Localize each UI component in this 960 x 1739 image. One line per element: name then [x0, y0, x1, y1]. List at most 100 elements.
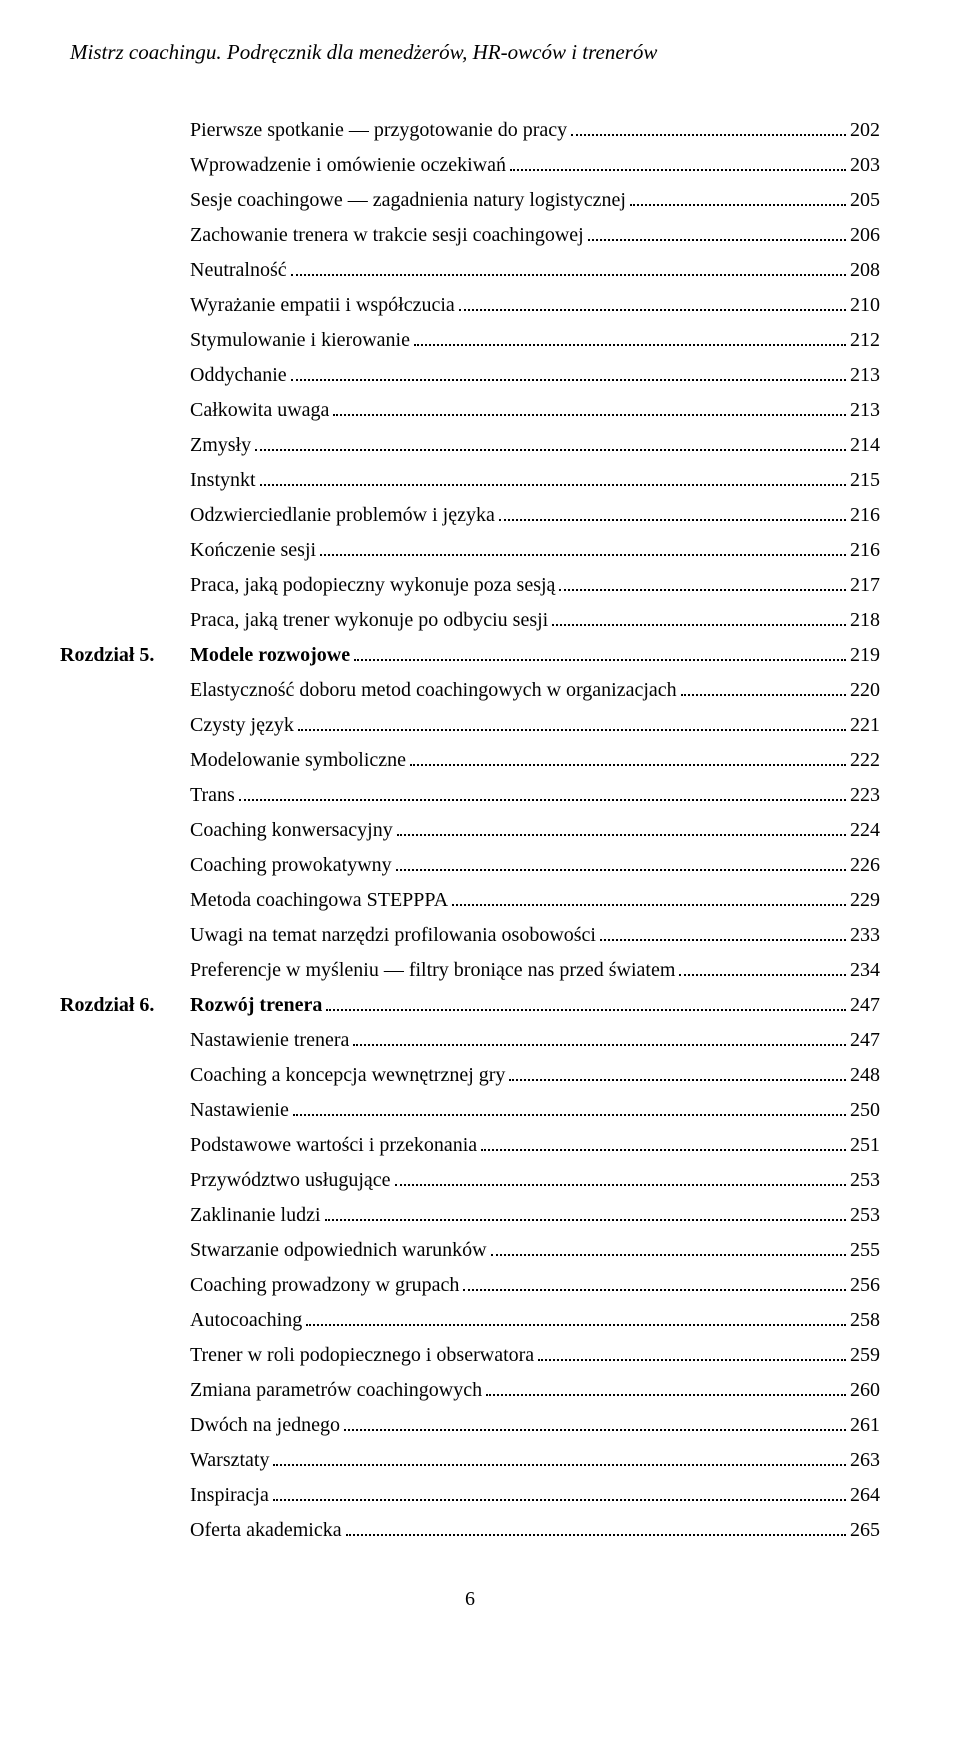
toc-entry-text: Trener w roli podopiecznego i obserwator…: [190, 1338, 534, 1373]
toc-item-row: Preferencje w myśleniu — filtry broniące…: [190, 953, 880, 988]
toc-entry-text: Coaching prowadzony w grupach: [190, 1268, 459, 1303]
toc-item-row: Odzwierciedlanie problemów i języka216: [190, 498, 880, 533]
toc-entry-page: 219: [850, 638, 880, 673]
toc-entry-text: Rozwój trenera: [190, 988, 322, 1023]
toc-chapter-row: Rozdział 6.Rozwój trenera247: [60, 988, 880, 1023]
toc-item-row: Kończenie sesji 216: [190, 533, 880, 568]
toc-entry-page: 214: [850, 428, 880, 463]
toc-item-row: Podstawowe wartości i przekonania251: [190, 1128, 880, 1163]
dot-leader: [293, 1114, 846, 1116]
toc-item-row: Wyrażanie empatii i współczucia210: [190, 288, 880, 323]
toc-entry-text: Nastawienie trenera: [190, 1023, 349, 1058]
toc-entry-page: 226: [850, 848, 880, 883]
toc-item-row: Instynkt215: [190, 463, 880, 498]
toc-item-row: Elastyczność doboru metod coachingowych …: [190, 673, 880, 708]
toc-entry-text: Podstawowe wartości i przekonania: [190, 1128, 477, 1163]
toc-entry-text: Całkowita uwaga: [190, 393, 329, 428]
toc-entry-page: 216: [850, 533, 880, 568]
toc-item-row: Pierwsze spotkanie — przygotowanie do pr…: [190, 113, 880, 148]
toc-entry-page: 229: [850, 883, 880, 918]
dot-leader: [239, 799, 846, 801]
chapter-label: Rozdział 6.: [60, 988, 190, 1023]
toc-entry-page: 250: [850, 1093, 880, 1128]
dot-leader: [414, 344, 846, 346]
dot-leader: [273, 1464, 846, 1466]
toc-item-row: Wprowadzenie i omówienie oczekiwań203: [190, 148, 880, 183]
toc-entry-text: Stymulowanie i kierowanie: [190, 323, 410, 358]
chapter-label: Rozdział 5.: [60, 638, 190, 673]
toc-entry-text: Oddychanie: [190, 358, 287, 393]
toc-entry-page: 220: [850, 673, 880, 708]
toc-entry-text: Czysty język: [190, 708, 294, 743]
toc-entry-page: 258: [850, 1303, 880, 1338]
toc-item-row: Zmiana parametrów coachingowych 260: [190, 1373, 880, 1408]
toc-entry-page: 213: [850, 358, 880, 393]
toc-entry-page: 206: [850, 218, 880, 253]
toc-entry-page: 253: [850, 1198, 880, 1233]
toc-entry-text: Metoda coachingowa STEPPPA: [190, 883, 448, 918]
dot-leader: [320, 554, 846, 556]
toc-entry-page: 221: [850, 708, 880, 743]
toc-entry-text: Praca, jaką podopieczny wykonuje poza se…: [190, 568, 555, 603]
toc-entry-page: 208: [850, 253, 880, 288]
toc-entry-page: 265: [850, 1513, 880, 1548]
dot-leader: [588, 239, 846, 241]
toc-entry-page: 218: [850, 603, 880, 638]
toc-entry-page: 210: [850, 288, 880, 323]
toc-entry-text: Kończenie sesji: [190, 533, 316, 568]
dot-leader: [298, 729, 846, 731]
dot-leader: [291, 379, 846, 381]
toc-entry-text: Nastawienie: [190, 1093, 289, 1128]
toc-entry-text: Zachowanie trenera w trakcie sesji coach…: [190, 218, 584, 253]
toc-item-row: Praca, jaką podopieczny wykonuje poza se…: [190, 568, 880, 603]
toc-item-row: Coaching prowadzony w grupach256: [190, 1268, 880, 1303]
dot-leader: [333, 414, 846, 416]
toc-item-row: Stwarzanie odpowiednich warunków255: [190, 1233, 880, 1268]
page-number: 6: [60, 1588, 880, 1611]
dot-leader: [459, 309, 846, 311]
dot-leader: [346, 1534, 846, 1536]
toc-entry-text: Sesje coachingowe — zagadnienia natury l…: [190, 183, 626, 218]
toc-entry-page: 217: [850, 568, 880, 603]
dot-leader: [481, 1149, 846, 1151]
toc-entry-page: 248: [850, 1058, 880, 1093]
toc-entry-page: 213: [850, 393, 880, 428]
toc-entry-text: Preferencje w myśleniu — filtry broniące…: [190, 953, 675, 988]
toc-item-row: Trans223: [190, 778, 880, 813]
dot-leader: [681, 694, 846, 696]
dot-leader: [509, 1079, 846, 1081]
running-header: Mistrz coachingu. Podręcznik dla menedże…: [60, 40, 880, 65]
toc-entry-page: 253: [850, 1163, 880, 1198]
toc-entry-text: Zmiana parametrów coachingowych: [190, 1373, 482, 1408]
toc-item-row: Modelowanie symboliczne222: [190, 743, 880, 778]
toc-entry-page: 263: [850, 1443, 880, 1478]
toc-entry-text: Zaklinanie ludzi: [190, 1198, 321, 1233]
toc-item-row: Stymulowanie i kierowanie212: [190, 323, 880, 358]
toc-item-row: Trener w roli podopiecznego i obserwator…: [190, 1338, 880, 1373]
dot-leader: [260, 484, 846, 486]
table-of-contents: Pierwsze spotkanie — przygotowanie do pr…: [60, 113, 880, 1548]
dot-leader: [410, 764, 846, 766]
toc-entry-text: Dwóch na jednego: [190, 1408, 340, 1443]
toc-entry-page: 260: [850, 1373, 880, 1408]
toc-item-row: Czysty język 221: [190, 708, 880, 743]
toc-item-row: Zachowanie trenera w trakcie sesji coach…: [190, 218, 880, 253]
toc-entry-text: Oferta akademicka: [190, 1513, 342, 1548]
dot-leader: [395, 1184, 846, 1186]
toc-item-row: Oddychanie 213: [190, 358, 880, 393]
dot-leader: [538, 1359, 846, 1361]
toc-item-row: Neutralność 208: [190, 253, 880, 288]
toc-item-row: Uwagi na temat narzędzi profilowania oso…: [190, 918, 880, 953]
dot-leader: [491, 1254, 846, 1256]
toc-entry-page: 261: [850, 1408, 880, 1443]
toc-entry-text: Uwagi na temat narzędzi profilowania oso…: [190, 918, 596, 953]
toc-entry-text: Przywództwo usługujące: [190, 1163, 391, 1198]
dot-leader: [306, 1324, 846, 1326]
toc-entry-page: 234: [850, 953, 880, 988]
toc-entry-text: Neutralność: [190, 253, 287, 288]
toc-entry-page: 259: [850, 1338, 880, 1373]
dot-leader: [344, 1429, 846, 1431]
toc-entry-text: Odzwierciedlanie problemów i języka: [190, 498, 495, 533]
dot-leader: [255, 449, 846, 451]
toc-item-row: Nastawienie 250: [190, 1093, 880, 1128]
